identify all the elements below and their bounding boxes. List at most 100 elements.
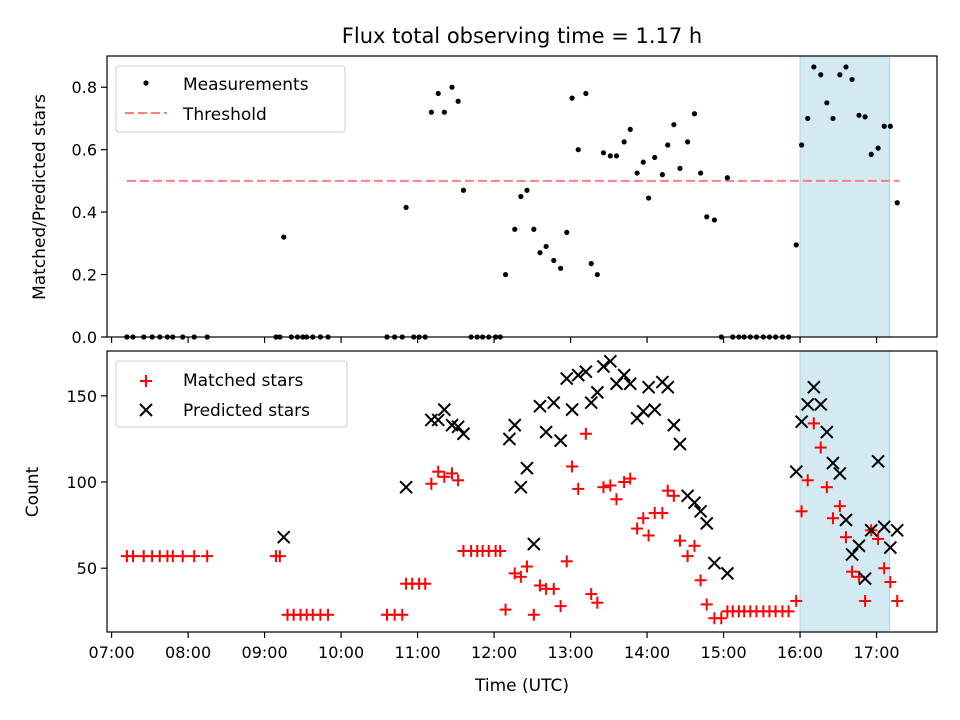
predicted-star-point — [814, 397, 828, 412]
matched-star-point — [566, 460, 579, 473]
bottom-y-ticks: 50 100 150 — [66, 387, 107, 578]
matched-star-point — [547, 582, 560, 595]
predicted-star-point — [451, 420, 465, 434]
measurement-point — [594, 271, 600, 278]
x-tick-label: 09:00 — [242, 643, 288, 662]
matched-star-point — [826, 512, 839, 525]
measurement-point — [551, 257, 557, 264]
measurement-point — [607, 153, 613, 159]
predicted-star-point-b — [707, 556, 722, 570]
matched-star-point — [814, 441, 827, 454]
measurement-point — [849, 76, 855, 83]
matched-star-point — [833, 500, 846, 513]
predicted-star-point-b — [603, 354, 618, 369]
predicted-star-point-b — [720, 566, 735, 581]
bottom-x-ticks: 07:00 08:00 09:00 10:00 11:00 12:00 13:00 14:00… — [89, 632, 900, 662]
measurement-point — [798, 142, 805, 148]
measurement-point — [875, 145, 881, 151]
measurement-point — [685, 139, 691, 145]
predicted-star-point-b — [431, 413, 445, 427]
measurement-point — [518, 193, 524, 200]
matched-star-point — [642, 529, 655, 542]
top-y-tick-label: 0.6 — [72, 141, 97, 160]
legend-measurements-marker — [143, 80, 149, 86]
predicted-star-point-b — [547, 396, 561, 410]
predicted-star-point-b — [636, 404, 650, 419]
predicted-star-point-b — [820, 425, 834, 439]
measurement-point — [646, 195, 652, 201]
measurement-point — [824, 100, 830, 106]
measurement-point — [793, 242, 799, 248]
predicted-star-point-b — [883, 540, 898, 555]
measurement-point — [524, 187, 530, 193]
predicted-star-point — [547, 396, 561, 410]
matched-star-point — [656, 507, 669, 520]
predicted-star-point — [789, 464, 803, 479]
predicted-star-point-b — [533, 399, 547, 413]
predicted-star-point — [864, 523, 878, 537]
predicted-star-point — [560, 371, 574, 386]
predicted-star-point-b — [641, 380, 656, 394]
matched-star-point — [176, 550, 189, 563]
predicted-star-point — [527, 537, 541, 551]
measurement-point — [811, 64, 817, 70]
top-y-tick-label: 0.4 — [72, 203, 97, 222]
predicted-star-point-b — [845, 547, 859, 562]
predicted-star-point-b — [553, 433, 568, 448]
measurement-point — [403, 204, 409, 211]
predicted-star-point-b — [571, 368, 585, 382]
matched-star-point — [631, 522, 644, 535]
measurement-point — [843, 64, 849, 70]
predicted-star-point — [661, 380, 675, 394]
predicted-star-point-b — [623, 377, 637, 391]
matched-star-point — [438, 470, 451, 483]
predicted-star-point-b — [794, 414, 809, 429]
predicted-star-point — [437, 402, 452, 417]
measurement-point — [569, 95, 575, 101]
predicted-star-point-b — [539, 425, 553, 439]
matched-star-point — [425, 477, 438, 490]
matched-star-point — [579, 427, 592, 440]
matched-star-point — [499, 603, 512, 616]
matched-star-point — [585, 588, 598, 601]
predicted-star-point — [514, 480, 528, 494]
matched-star-point — [795, 505, 808, 518]
predicted-star-point — [277, 530, 291, 544]
measurement-point — [652, 154, 658, 161]
chart-title: Flux total observing time = 1.17 h — [342, 24, 702, 48]
measurement-point — [613, 153, 620, 159]
matched-star-point — [273, 550, 286, 563]
predicted-star-point-b — [864, 523, 878, 537]
matched-star-point — [201, 550, 214, 563]
predicted-star-point — [667, 418, 681, 432]
matched-star-point — [681, 550, 694, 563]
matched-star-point — [859, 594, 872, 607]
predicted-star-point-b — [584, 396, 598, 410]
measurement-point — [830, 115, 836, 122]
matched-star-point — [591, 596, 604, 609]
legend-matched-label: Matched stars — [183, 371, 303, 391]
predicted-star-point — [648, 402, 662, 417]
matched-star-point — [624, 472, 637, 485]
matched-star-point — [688, 539, 701, 552]
measurement-point — [558, 265, 564, 271]
matched-star-point — [188, 550, 201, 563]
predicted-star-point — [579, 364, 593, 379]
predicted-star-point-b — [596, 359, 611, 374]
predicted-star-point-b — [590, 385, 605, 400]
measurement-point — [441, 109, 447, 115]
predicted-star-point — [852, 539, 866, 553]
predicted-star-point — [700, 516, 714, 531]
predicted-star-point — [833, 466, 847, 481]
measurement-point — [634, 170, 640, 176]
predicted-stars-points — [277, 354, 904, 586]
matched-star-point — [884, 576, 897, 589]
measurement-point — [627, 126, 633, 132]
top-panel: 0.00.20.40.60.8 Matched/Predicted stars … — [30, 55, 938, 347]
matched-star-point — [872, 532, 885, 545]
predicted-star-point-b — [456, 427, 471, 441]
measurement-point — [805, 115, 811, 122]
matched-star-point — [322, 608, 335, 621]
measurement-point — [588, 261, 594, 267]
matched-star-point — [807, 417, 820, 430]
